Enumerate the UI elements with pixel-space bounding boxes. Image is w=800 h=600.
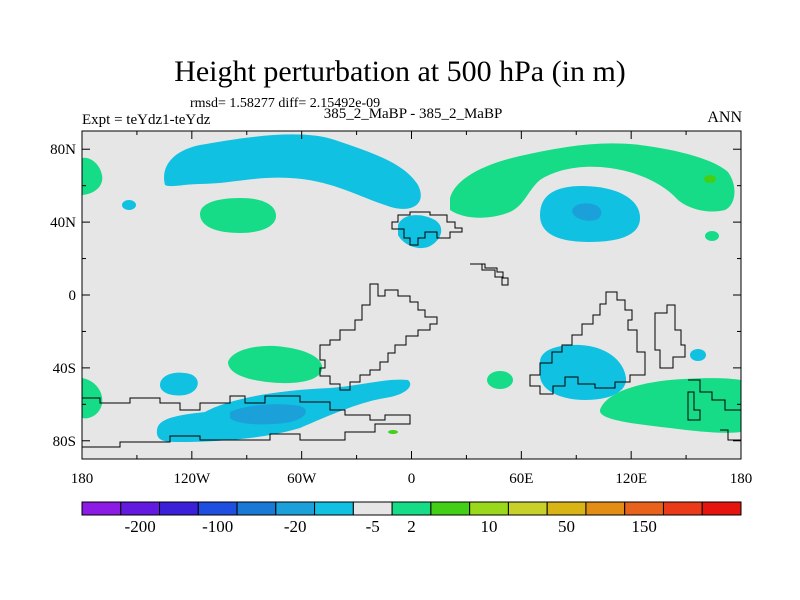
- x-tick-label: 120W: [173, 471, 211, 487]
- colorbar-label: 10: [480, 517, 498, 536]
- negative-center-asia: [572, 203, 602, 221]
- colorbar-swatch: [469, 501, 509, 516]
- positive-region-eurasia: [450, 143, 735, 218]
- colorbar-swatch: [275, 501, 316, 516]
- colorbar-label: 150: [631, 517, 657, 536]
- colorbar: [81, 501, 742, 516]
- colorbar-label: 50: [558, 517, 576, 536]
- coastline-path: [82, 395, 411, 448]
- coastline-path: [319, 283, 438, 391]
- y-tick-label: 0: [69, 288, 77, 304]
- colorbar-swatch: [585, 501, 626, 516]
- positive-region-north-pacific: [200, 198, 276, 233]
- y-tick-label: 40N: [50, 215, 76, 231]
- season-label: ANN: [707, 109, 742, 126]
- coastline-path: [720, 429, 741, 441]
- y-tick-label: 80N: [50, 142, 76, 158]
- x-tick-label: 180: [730, 471, 753, 487]
- colorbar-swatch: [546, 501, 587, 516]
- negative-region-europe: [398, 215, 442, 249]
- colorbar-label: -200: [124, 517, 156, 536]
- negative-small-pacific: [122, 200, 136, 210]
- y-tick-label: 40S: [53, 361, 76, 377]
- coastline-path: [687, 379, 741, 421]
- coastlines: [82, 211, 741, 448]
- stats-label: rmsd= 1.58277 diff= 2.15492e-09: [190, 96, 381, 111]
- colorbar-swatch: [197, 501, 238, 516]
- colorbar-swatch: [314, 501, 354, 516]
- colorbar-swatch: [81, 501, 122, 516]
- contour-fills: [82, 131, 741, 459]
- colorbar-swatch: [701, 501, 742, 516]
- x-tick-label: 0: [408, 471, 416, 487]
- colorbar-swatch: [430, 501, 471, 516]
- x-tick-label: 120E: [615, 471, 647, 487]
- negative-core-southern-ocean: [230, 404, 306, 425]
- x-tick-label: 60W: [287, 471, 317, 487]
- positive-region-arctic-west: [82, 157, 103, 195]
- colorbar-label: -20: [283, 517, 307, 536]
- chart-title: Height perturbation at 500 hPa (in m): [174, 55, 626, 88]
- positive-small-pacific: [705, 231, 719, 241]
- coastline-path: [654, 304, 686, 369]
- y-tick-label: 80S: [53, 434, 76, 450]
- colorbar-label: -100: [202, 517, 234, 536]
- colorbar-swatch: [507, 501, 548, 516]
- coastline-path: [391, 211, 463, 246]
- colorbar-swatch: [120, 501, 161, 516]
- x-tick-label: 60E: [509, 471, 533, 487]
- negative-small-south-pacific: [690, 349, 706, 361]
- negative-region-north-america: [164, 134, 421, 209]
- colorbar-swatch: [391, 501, 432, 516]
- colorbar-label: 2: [407, 517, 416, 536]
- colorbar-swatch: [624, 501, 664, 516]
- case-label: 385_2_MaBP - 385_2_MaBP: [323, 106, 503, 122]
- positive-center-eurasia: [704, 175, 716, 183]
- positive-small-south-atlantic: [487, 371, 513, 389]
- coastline-path: [470, 263, 509, 286]
- x-ticks: 180 120W 60W 0 60E 120E 180: [71, 131, 753, 487]
- x-tick-label: 180: [71, 471, 94, 487]
- colorbar-swatch: [662, 501, 703, 516]
- colorbar-swatch: [352, 501, 393, 516]
- colorbar-swatch: [159, 501, 199, 516]
- coastline-path: [529, 291, 646, 395]
- negative-region-south-pacific: [160, 372, 198, 396]
- colorbar-label: -5: [365, 517, 380, 536]
- experiment-label: Expt = teYdz1-teYdz: [82, 112, 211, 128]
- positive-tiny-antarctica: [388, 430, 398, 434]
- positive-region-south-pacific: [228, 345, 323, 384]
- colorbar-swatch: [236, 501, 277, 516]
- y-ticks: 80N 40N 0 40S 80S: [50, 142, 741, 450]
